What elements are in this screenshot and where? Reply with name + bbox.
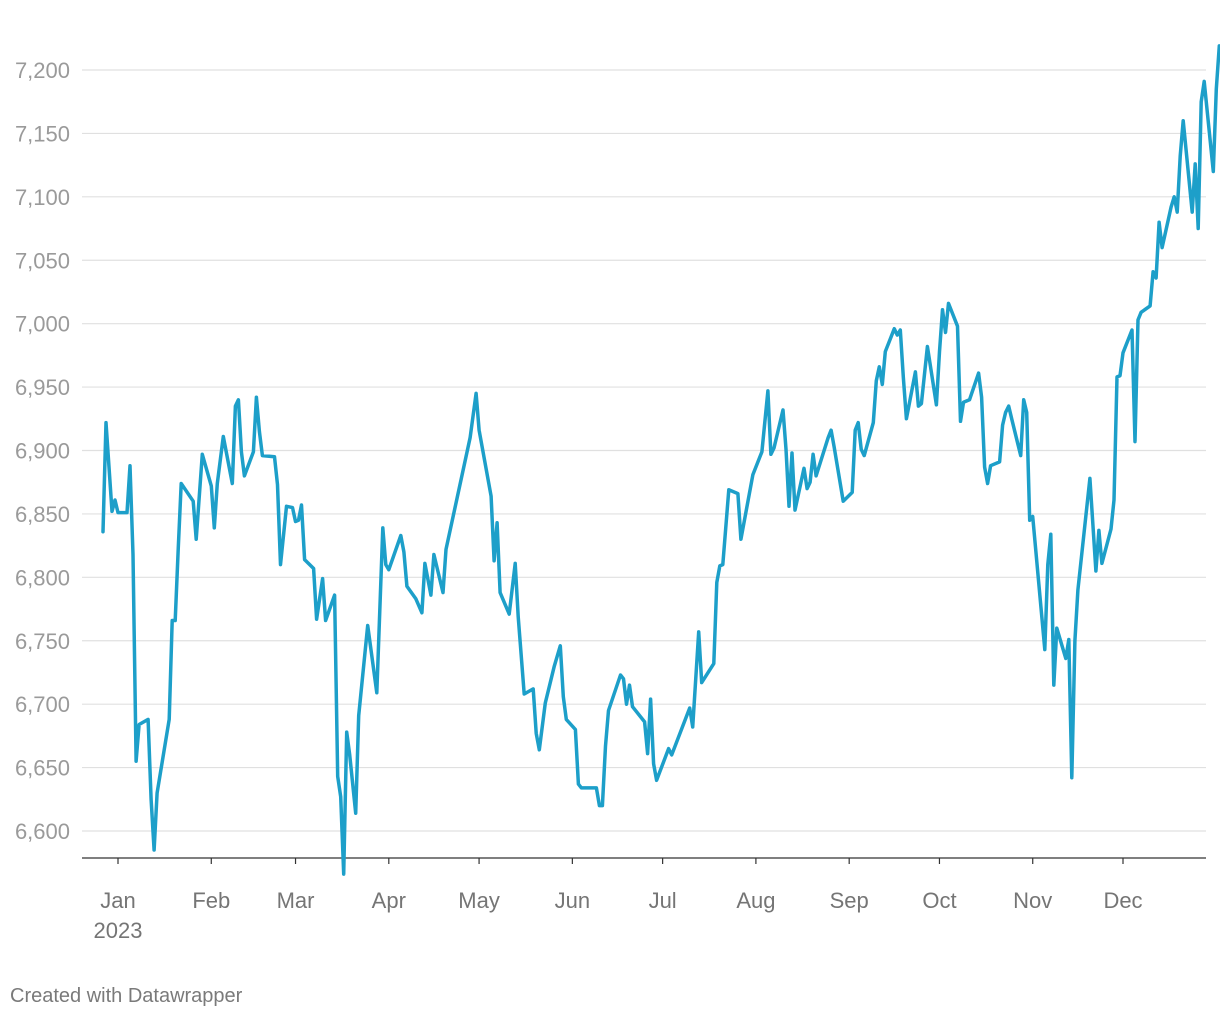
x-tick-label: Nov [1013,888,1052,913]
x-tick-label: Jul [649,888,677,913]
y-tick-label: 6,750 [15,629,70,654]
x-tick-label: Jan [100,888,135,913]
y-tick-label: 6,700 [15,692,70,717]
x-tick-label: May [458,888,500,913]
x-tick-label: Mar [277,888,315,913]
x-axis: Jan 2023 Feb Mar Apr May Jun Jul Aug Sep Oct Nov Dec [82,857,1206,943]
y-tick-label: 6,850 [15,502,70,527]
y-axis-labels: 6,600 6,650 6,700 6,750 6,800 6,850 6,900 6,950… [15,58,70,844]
x-tick-label: Feb [192,888,230,913]
y-tick-label: 7,100 [15,185,70,210]
y-tick-label: 6,650 [15,756,70,781]
x-tick-label: Aug [736,888,775,913]
y-tick-label: 6,600 [15,819,70,844]
y-tick-label: 7,050 [15,248,70,273]
x-tick-label: Apr [372,888,406,913]
series-line [101,44,1220,876]
x-tick-sublabel: 2023 [94,918,143,943]
series-group [101,44,1220,876]
y-tick-label: 7,200 [15,58,70,83]
y-tick-label: 6,900 [15,439,70,464]
x-tick-label: Jun [555,888,590,913]
x-tick-label: Dec [1103,888,1142,913]
x-tick-label: Oct [922,888,956,913]
y-tick-label: 7,150 [15,121,70,146]
x-tick-label: Sep [830,888,869,913]
gridlines [82,69,1206,832]
line-chart: 6,600 6,650 6,700 6,750 6,800 6,850 6,900 6,950… [15,44,1220,943]
y-tick-label: 6,800 [15,565,70,590]
credit-text: Created with Datawrapper [10,985,243,1007]
y-tick-label: 6,950 [15,375,70,400]
y-tick-label: 7,000 [15,312,70,337]
